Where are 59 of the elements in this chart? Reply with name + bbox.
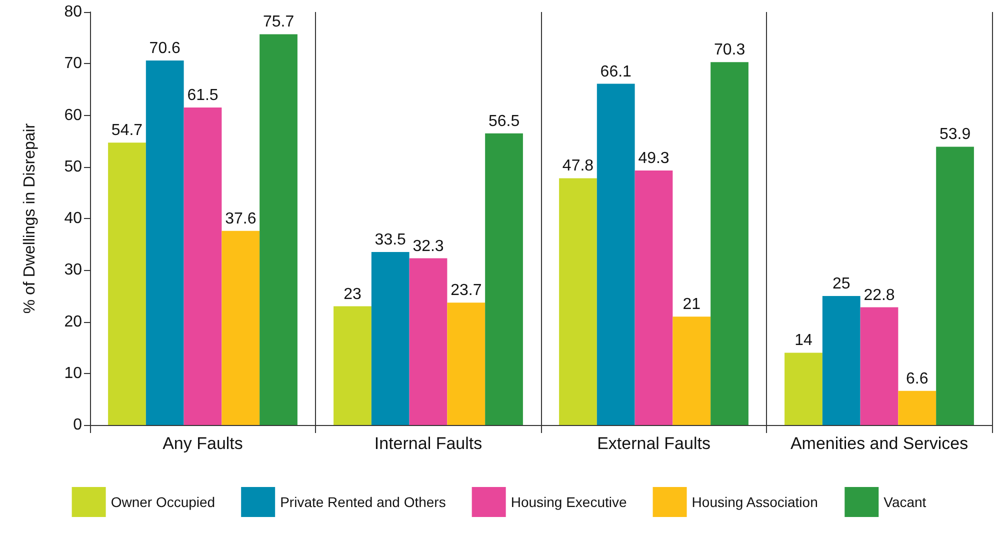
- bar: [860, 307, 898, 425]
- data-label: 75.7: [262, 14, 294, 31]
- bar: [559, 178, 597, 425]
- bar: [222, 230, 260, 425]
- legend-label: Housing Association: [692, 494, 818, 510]
- bar: [710, 62, 748, 425]
- y-tick-label: 30: [64, 262, 82, 279]
- data-label: 70.6: [149, 40, 181, 58]
- legend-label: Owner Occupied: [110, 494, 216, 510]
- bar: [936, 146, 974, 425]
- data-label: 22.8: [864, 286, 895, 304]
- y-tick-label: 0: [73, 416, 82, 434]
- bar: [146, 60, 184, 425]
- bar: [371, 252, 410, 425]
- y-tick-label: 40: [64, 210, 82, 227]
- legend-label: Housing Executive: [510, 494, 628, 510]
- data-label: 70.3: [714, 42, 746, 59]
- bar: [898, 390, 936, 425]
- data-label: 25: [832, 275, 850, 292]
- data-label: 14: [794, 332, 812, 350]
- data-label: 33.5: [374, 232, 406, 249]
- data-label: 32.3: [412, 238, 444, 255]
- bar: [334, 306, 372, 425]
- x-tick-label: Amenities and Services: [790, 434, 968, 453]
- data-label: 23: [344, 286, 362, 303]
- bar: [784, 352, 822, 425]
- y-tick-label: 80: [64, 4, 82, 20]
- bar: [634, 170, 673, 425]
- bar: [184, 108, 222, 425]
- bar: [108, 142, 146, 425]
- y-tick-label: 50: [64, 158, 82, 176]
- bar: [822, 296, 860, 425]
- x-tick-label: External Faults: [597, 434, 710, 453]
- legend-label: Private Rented and Others: [280, 494, 446, 510]
- bar: [447, 302, 486, 425]
- data-label: 37.6: [225, 210, 256, 228]
- y-tick-label: 70: [64, 55, 82, 72]
- data-label: 66.1: [600, 63, 632, 80]
- data-label: 21: [682, 296, 701, 314]
- y-tick-label: 20: [64, 313, 82, 330]
- bar: [260, 34, 298, 425]
- data-label: 54.7: [111, 122, 143, 140]
- data-label: 53.9: [939, 126, 971, 144]
- data-label: 23.7: [450, 282, 482, 300]
- data-label: 47.8: [562, 158, 594, 175]
- y-axis-title: % of Dwellings in Disrepair: [22, 122, 38, 314]
- data-label: 6.6: [906, 370, 928, 388]
- y-tick-label: 10: [64, 364, 82, 382]
- x-tick-label: Internal Faults: [374, 434, 482, 453]
- data-label: 61.5: [187, 87, 218, 104]
- bar: [485, 133, 523, 425]
- legend-label: Vacant: [884, 494, 926, 510]
- data-label: 49.3: [638, 150, 670, 167]
- x-tick-label: Any Faults: [162, 434, 243, 453]
- bar: [409, 258, 448, 425]
- bar: [596, 84, 635, 425]
- data-label: 56.5: [488, 112, 520, 130]
- bar: [672, 316, 711, 425]
- y-tick-label: 60: [64, 106, 82, 124]
